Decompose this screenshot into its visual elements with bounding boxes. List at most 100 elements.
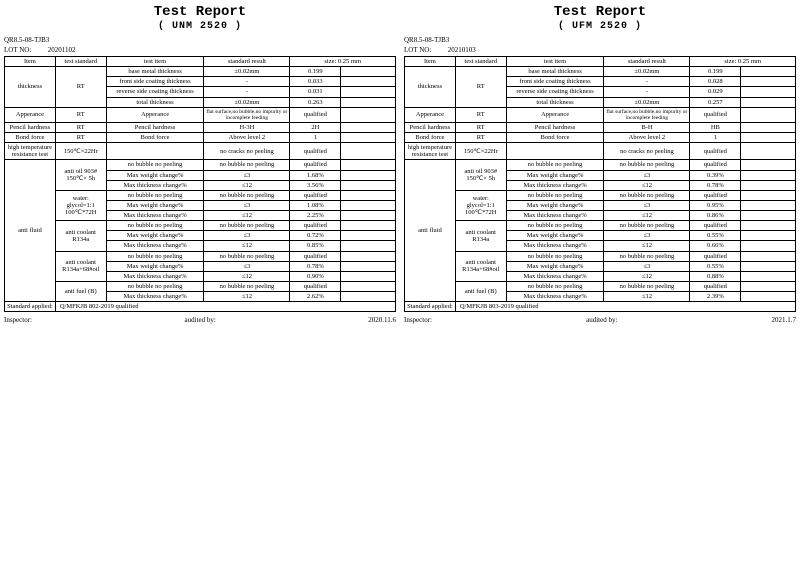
antifluid-item: Max thickness change% <box>106 180 204 190</box>
apperance-req: flat surface,no bubble,no impurity or in… <box>204 107 290 122</box>
antifluid-item: Max weight change% <box>506 231 604 241</box>
thickness-req: ±0.02mm <box>204 97 290 107</box>
antifluid-row: anti fluidanti oil 903# 150℃× 5hno bubbl… <box>5 160 396 170</box>
thickness-item: reverse side coating thickness <box>106 87 204 97</box>
apperance-label: Apperance <box>405 107 456 122</box>
apperance-empty <box>341 107 396 122</box>
antifluid-res: qualified <box>690 251 741 261</box>
pencil-res: 2H <box>290 122 341 132</box>
lot-label: LOT NO: <box>4 46 31 54</box>
title: Test Report <box>4 4 396 20</box>
antifluid-res: qualified <box>290 221 341 231</box>
antifluid-row: anti fuel (B)no bubble no peelingno bubb… <box>405 282 796 292</box>
thickness-std: RT <box>55 67 106 108</box>
antifluid-empty <box>341 251 396 261</box>
antifluid-req: ≤12 <box>204 292 290 302</box>
antifluid-item: no bubble no peeling <box>106 160 204 170</box>
antifluid-req: ≤3 <box>604 261 690 271</box>
footer: Inspector:audited by:2021.1.7 <box>404 316 796 324</box>
antifluid-item: no bubble no peeling <box>506 190 604 200</box>
antifluid-empty <box>341 211 396 221</box>
hitemp-label: high temperature resistance test <box>405 143 456 160</box>
antifluid-empty <box>741 261 796 271</box>
antifluid-empty <box>741 241 796 251</box>
antifluid-empty <box>741 292 796 302</box>
thickness-val: 0.029 <box>690 87 741 97</box>
antifluid-req: no bubble no peeling <box>604 251 690 261</box>
lot-no: 20201102 <box>37 46 75 54</box>
apperance-item: Apperance <box>506 107 604 122</box>
thickness-req: - <box>604 87 690 97</box>
antifluid-req: ≤12 <box>204 180 290 190</box>
antifluid-req: ≤3 <box>204 261 290 271</box>
thickness-req: ±0.02mm <box>204 67 290 77</box>
antifluid-item: Max weight change% <box>506 200 604 210</box>
col-test-item: test item <box>506 57 604 67</box>
antifluid-req: ≤12 <box>604 211 690 221</box>
antifluid-res: 3.56% <box>290 180 341 190</box>
report-left: Test Report( UNM 2520 )QR8.5-08-TJB3LOT … <box>0 0 400 585</box>
antifluid-res: 0.55% <box>690 231 741 241</box>
thickness-val: 0.257 <box>690 97 741 107</box>
col-std-result: standard result <box>604 57 690 67</box>
antifluid-label: anti fluid <box>5 160 56 302</box>
thickness-label: thickness <box>405 67 456 108</box>
antifluid-req: no bubble no peeling <box>604 160 690 170</box>
antifluid-empty <box>341 160 396 170</box>
antifluid-req: ≤3 <box>204 200 290 210</box>
antifluid-group-std: anti fuel (B) <box>55 282 106 302</box>
antifluid-empty <box>741 221 796 231</box>
antifluid-req: ≤12 <box>204 271 290 281</box>
col-size: size: 0.25 mm <box>290 57 396 67</box>
antifluid-row: anti fluidanti oil 903# 150℃× 5hno bubbl… <box>405 160 796 170</box>
antifluid-item: Max thickness change% <box>106 211 204 221</box>
thickness-item: front side coating thickness <box>106 77 204 87</box>
bond-empty <box>341 132 396 142</box>
thickness-empty <box>341 87 396 97</box>
antifluid-req: ≤3 <box>204 231 290 241</box>
bond-req: Above level 2 <box>204 132 290 142</box>
antifluid-item: Max thickness change% <box>506 271 604 281</box>
antifluid-res: 0.78% <box>290 261 341 271</box>
thickness-empty <box>341 77 396 87</box>
antifluid-item: Max thickness change% <box>506 292 604 302</box>
antifluid-item: Max weight change% <box>106 231 204 241</box>
antifluid-item: Max thickness change% <box>106 241 204 251</box>
antifluid-res: qualified <box>690 282 741 292</box>
antifluid-item: Max thickness change% <box>506 180 604 190</box>
antifluid-req: ≤3 <box>604 231 690 241</box>
thickness-req: - <box>204 87 290 97</box>
bond-row: Bond forceRTBond forceAbove level 21 <box>5 132 396 142</box>
antifluid-row: anti coolant R134ano bubble no peelingno… <box>405 221 796 231</box>
hitemp-item <box>506 143 604 160</box>
audited-label: audited by: <box>184 316 215 324</box>
antifluid-req: ≤12 <box>604 292 690 302</box>
antifluid-item: no bubble no peeling <box>106 221 204 231</box>
antifluid-group-std: anti coolant R134a+68#oil <box>55 251 106 281</box>
lot-row: LOT NO: 20210103 <box>404 46 796 54</box>
inspector-label: Inspector: <box>404 316 432 324</box>
antifluid-item: no bubble no peeling <box>506 251 604 261</box>
antifluid-empty <box>741 211 796 221</box>
bond-req: Above level 2 <box>604 132 690 142</box>
antifluid-empty <box>341 221 396 231</box>
antifluid-item: Max thickness change% <box>106 292 204 302</box>
antifluid-group-std: anti oil 903# 150℃× 5h <box>455 160 506 190</box>
antifluid-res: qualified <box>290 282 341 292</box>
subtitle: ( UFM 2520 ) <box>404 21 796 32</box>
antifluid-empty <box>741 180 796 190</box>
antifluid-empty <box>741 251 796 261</box>
antifluid-req: ≤3 <box>204 170 290 180</box>
apperance-item: Apperance <box>106 107 204 122</box>
pencil-std: RT <box>55 122 106 132</box>
thickness-empty <box>741 97 796 107</box>
pencil-item: Pencil hardness <box>506 122 604 132</box>
antifluid-res: 1.68% <box>290 170 341 180</box>
lot-label: LOT NO: <box>404 46 431 54</box>
lot-row: LOT NO: 20201102 <box>4 46 396 54</box>
antifluid-res: 0.72% <box>290 231 341 241</box>
thickness-req: ±0.02mm <box>604 97 690 107</box>
antifluid-res: 1.08% <box>290 200 341 210</box>
antifluid-item: no bubble no peeling <box>506 221 604 231</box>
antifluid-item: Max weight change% <box>106 200 204 210</box>
